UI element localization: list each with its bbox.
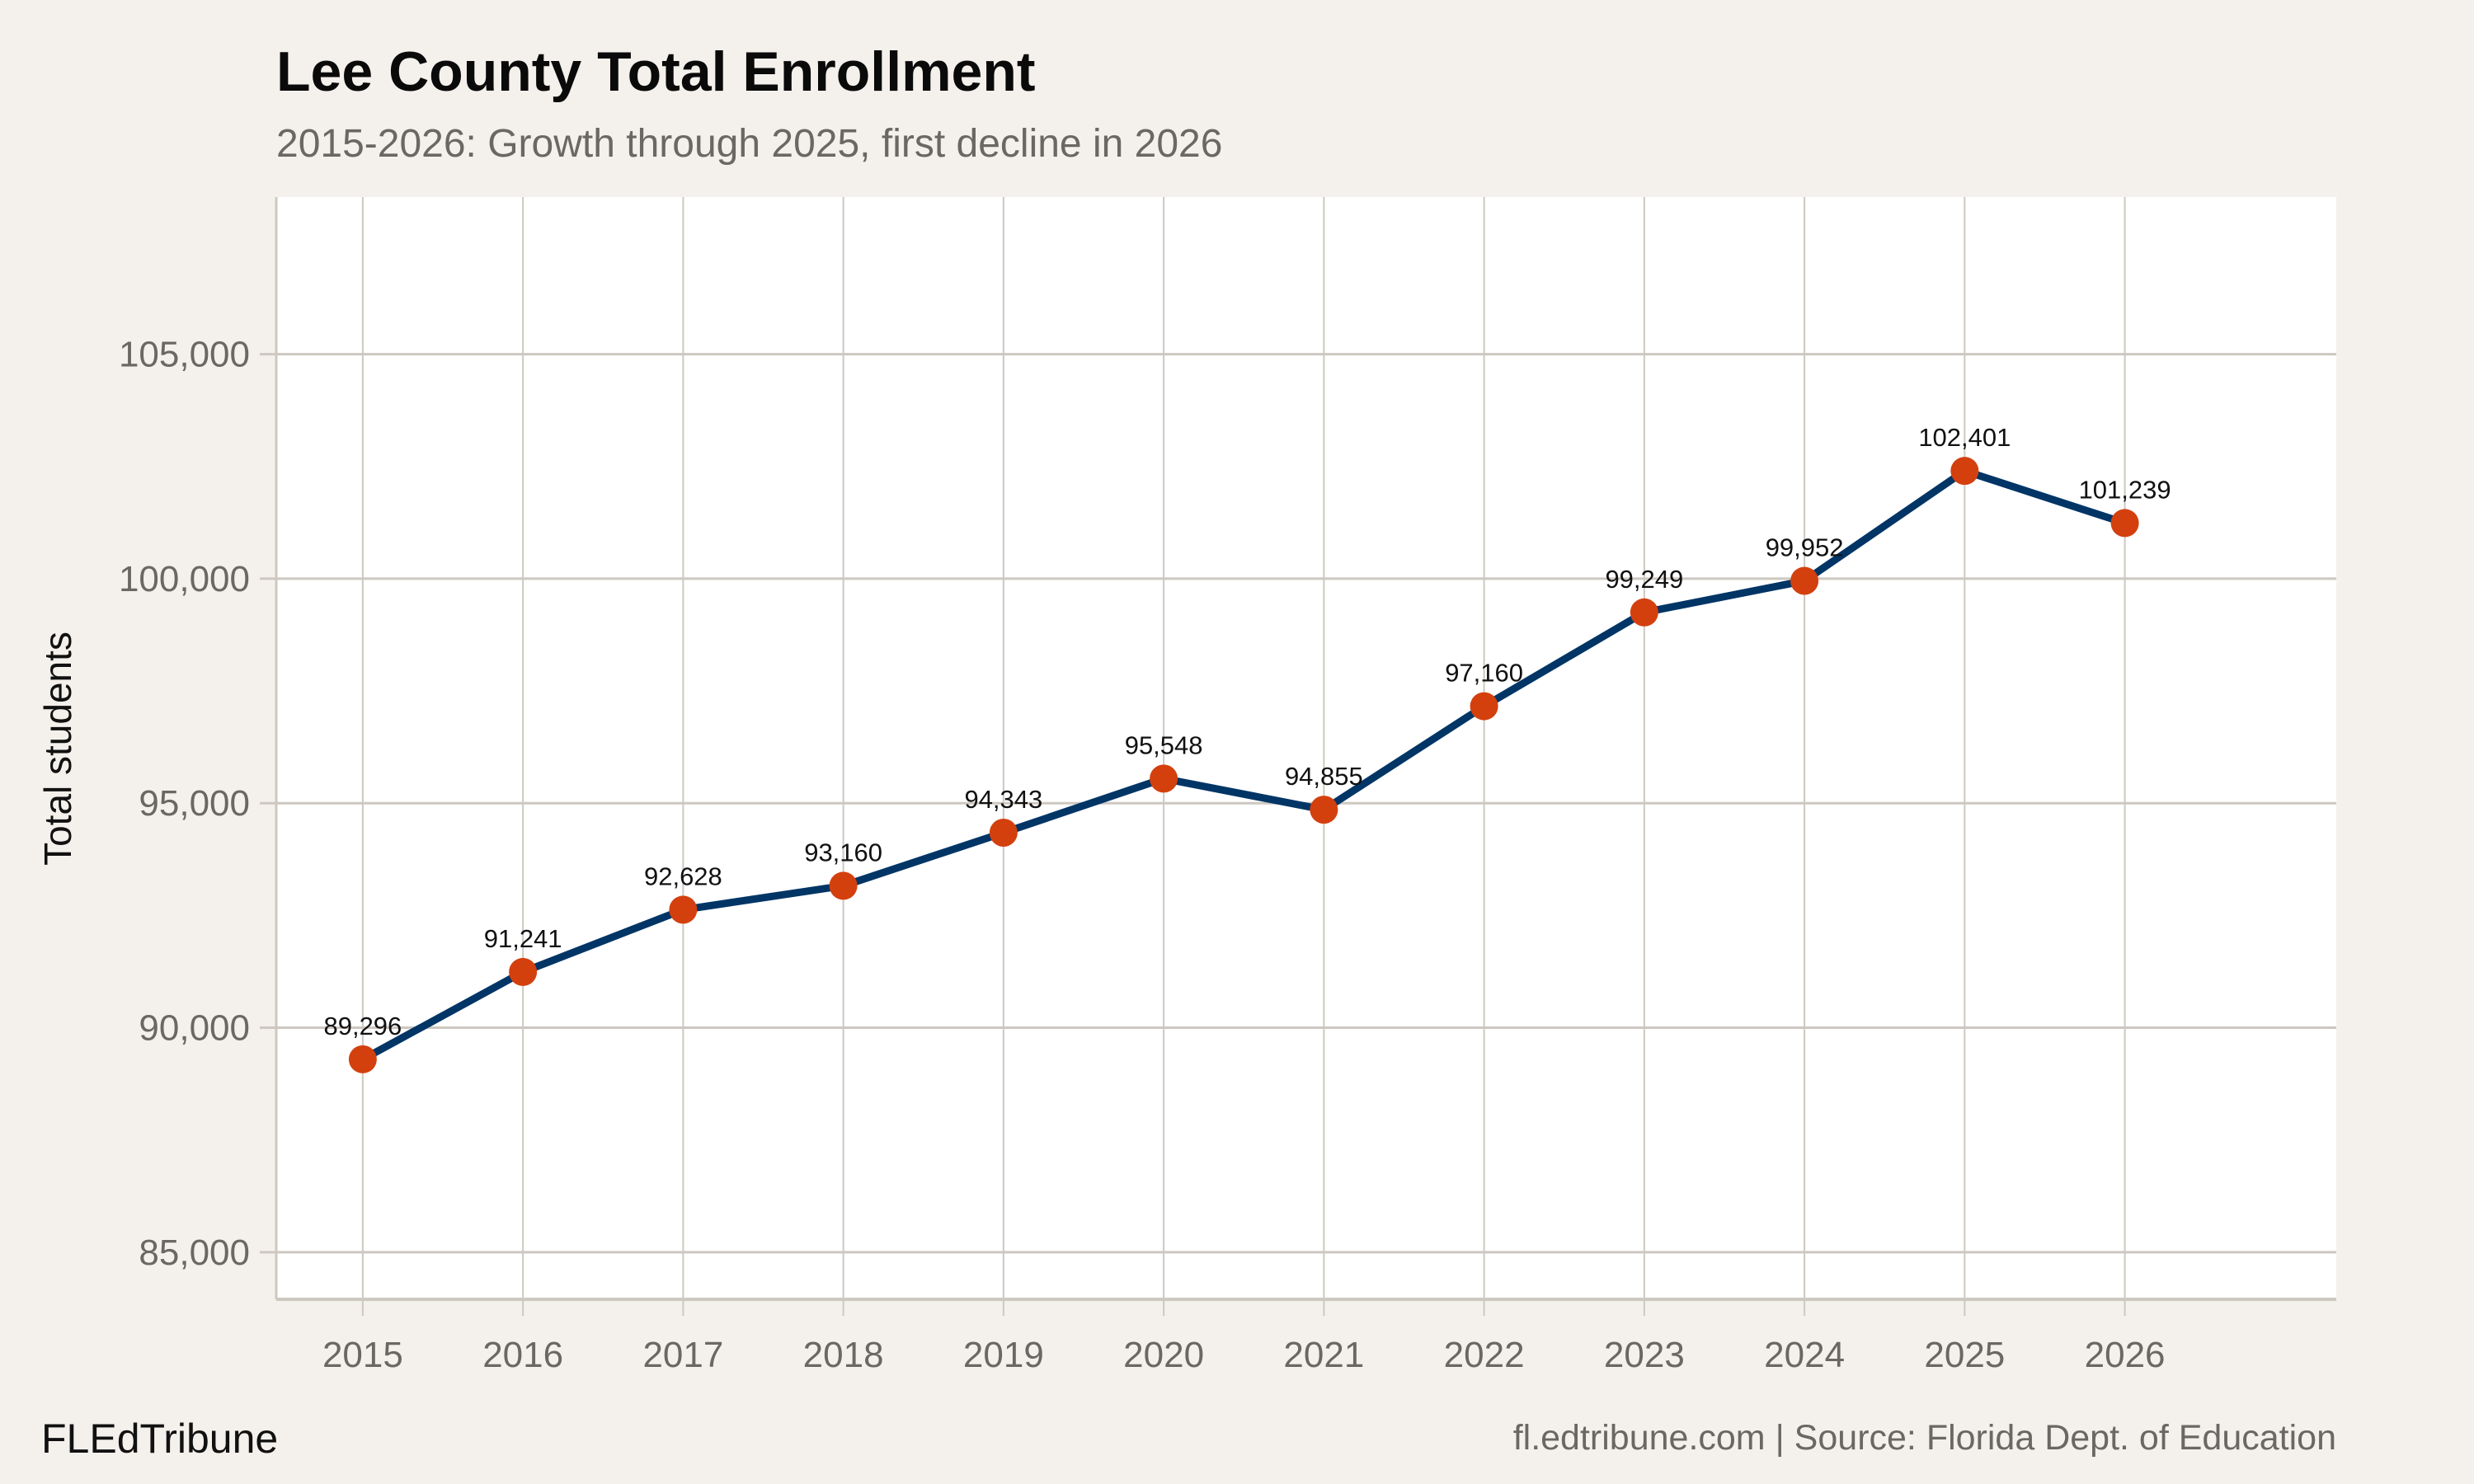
- data-label: 94,343: [964, 785, 1042, 814]
- plot-panel: [276, 197, 2336, 1299]
- x-tick-label: 2019: [963, 1335, 1044, 1375]
- x-tick-label: 2021: [1283, 1335, 1364, 1375]
- data-point: [348, 1045, 377, 1073]
- x-tick-label: 2025: [1924, 1335, 2005, 1375]
- chart-title: Lee County Total Enrollment: [276, 40, 1036, 103]
- x-tick-label: 2018: [803, 1335, 884, 1375]
- data-point: [2110, 509, 2139, 538]
- y-tick-label: 85,000: [139, 1233, 250, 1273]
- series-line: [360, 467, 2126, 1063]
- x-tick-label: 2023: [1604, 1335, 1685, 1375]
- data-point: [829, 871, 858, 900]
- data-label: 99,952: [1766, 533, 1844, 562]
- data-label: 89,296: [323, 1012, 402, 1040]
- data-label: 93,160: [804, 838, 882, 866]
- x-tick-label: 2020: [1123, 1335, 1204, 1375]
- chart-subtitle: 2015-2026: Growth through 2025, first de…: [276, 122, 1222, 166]
- y-tick-label: 95,000: [139, 783, 250, 824]
- data-point: [989, 818, 1018, 847]
- data-point: [1630, 598, 1658, 627]
- y-axis-label: Total students: [36, 632, 79, 866]
- data-point: [1790, 566, 1819, 595]
- data-point: [669, 895, 698, 924]
- y-tick-label: 100,000: [119, 559, 250, 599]
- data-label: 94,855: [1285, 762, 1363, 791]
- data-point: [509, 957, 538, 986]
- data-point: [1150, 764, 1178, 793]
- x-tick-label: 2017: [642, 1335, 723, 1375]
- brand-logo-text: FLEdTribune: [41, 1416, 278, 1462]
- source-note: fl.edtribune.com | Source: Florida Dept.…: [1513, 1418, 2336, 1458]
- data-point: [1950, 457, 1979, 486]
- data-label: 102,401: [1918, 423, 2011, 452]
- data-label: 97,160: [1445, 659, 1523, 688]
- data-label: 99,249: [1605, 565, 1683, 594]
- data-labels: 89,296 91,241 92,628 93,160 94,343 95,548 94,8…: [323, 423, 2171, 1040]
- data-point: [1470, 692, 1498, 721]
- x-tick-label: 2026: [2085, 1335, 2166, 1375]
- data-label: 101,239: [2079, 475, 2171, 504]
- x-tick-label: 2024: [1764, 1335, 1845, 1375]
- data-label: 91,241: [484, 924, 562, 953]
- data-points: [348, 457, 2139, 1073]
- x-tick-label: 2022: [1444, 1335, 1525, 1375]
- data-label: 92,628: [644, 862, 722, 890]
- x-tick-label: 2016: [482, 1335, 563, 1375]
- y-tick-label: 90,000: [139, 1008, 250, 1049]
- data-label: 95,548: [1125, 730, 1203, 759]
- axes: 2015 2016 2017 2018 2019 2020 2021 2022 2023 2024…: [119, 197, 2336, 1375]
- x-tick-label: 2015: [322, 1335, 403, 1375]
- gridlines: [276, 197, 2336, 1299]
- data-point: [1310, 796, 1338, 824]
- y-tick-label: 105,000: [119, 335, 250, 375]
